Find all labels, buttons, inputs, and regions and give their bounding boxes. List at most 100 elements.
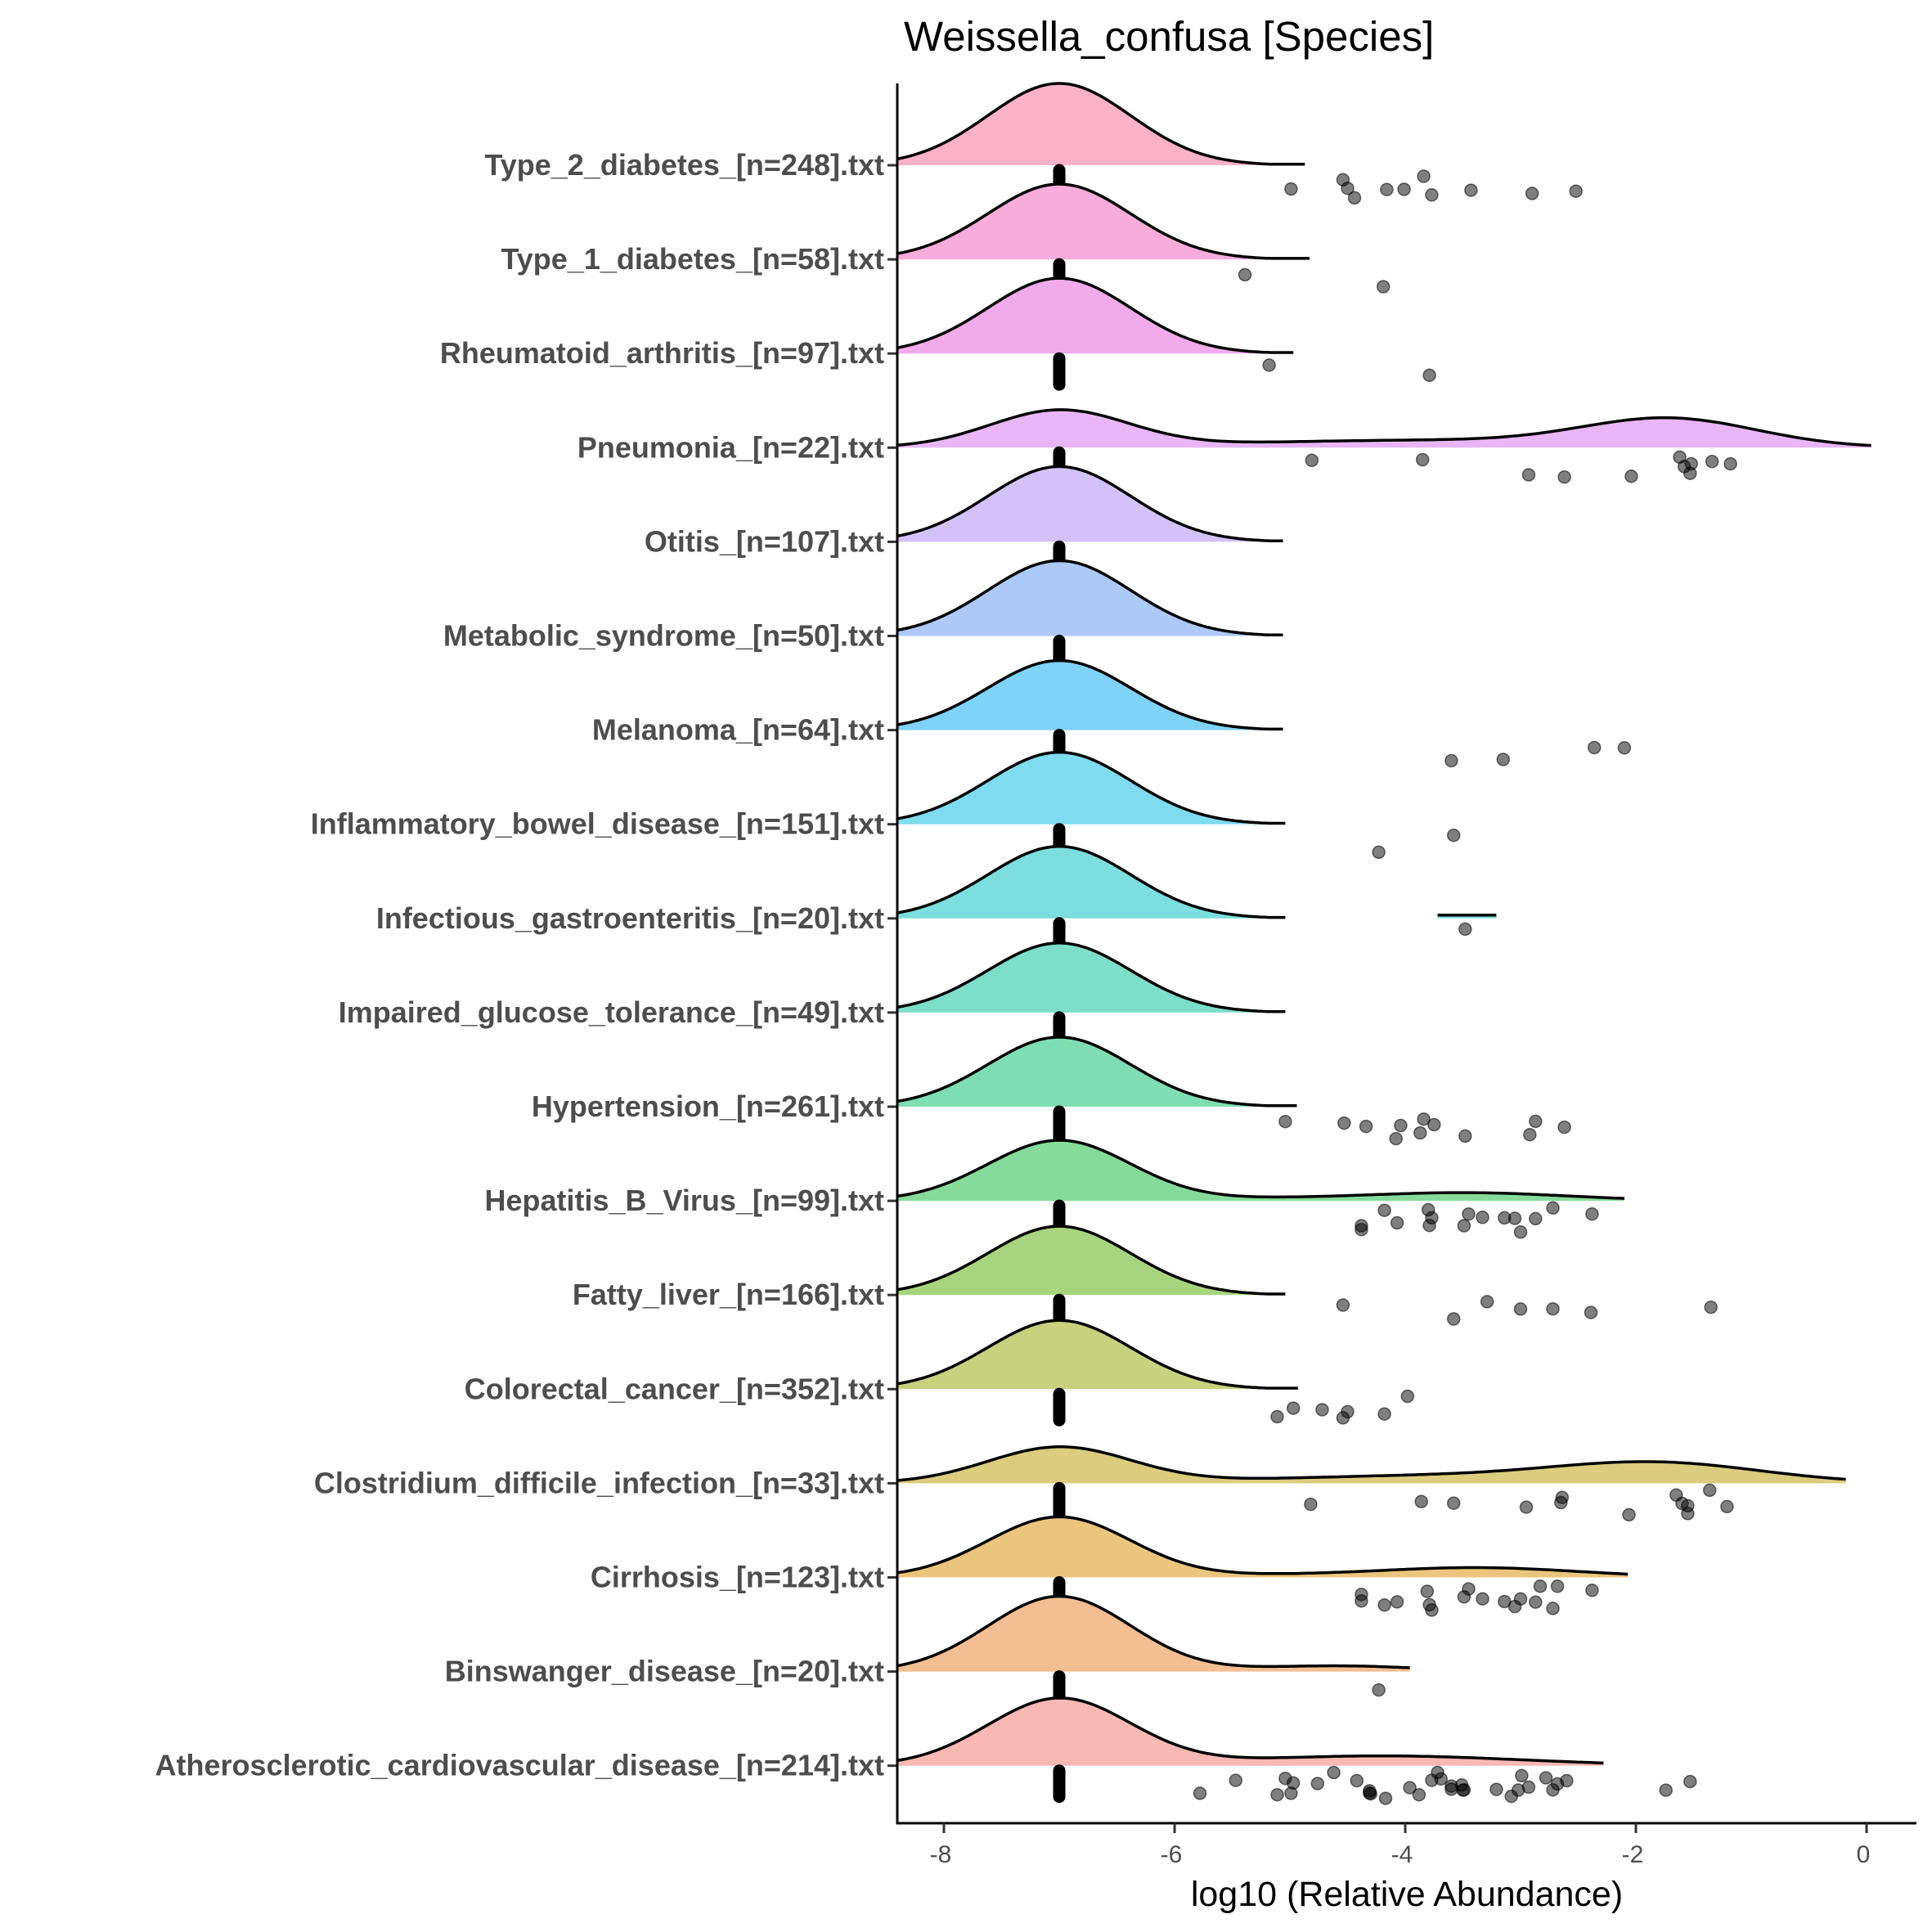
data-point	[1446, 1312, 1461, 1326]
density-line	[896, 658, 1283, 731]
density-line	[896, 1696, 1604, 1765]
x-tick-label: -6	[1161, 1841, 1183, 1868]
data-point	[1554, 1495, 1568, 1510]
density-fill	[897, 1037, 1297, 1107]
y-tick-label: Colorectal_cancer_[n=352].txt	[465, 1372, 884, 1405]
density-fill	[897, 1697, 1604, 1766]
data-point	[1704, 1300, 1718, 1314]
data-point	[1427, 1117, 1441, 1132]
data-point	[1417, 1112, 1431, 1126]
data-point	[1550, 1579, 1565, 1593]
ridge-row	[896, 1515, 1629, 1617]
ridge-row	[896, 408, 1871, 485]
ridge-row	[896, 1445, 1846, 1522]
data-point	[1464, 183, 1478, 197]
density-line	[896, 750, 1286, 825]
y-tick-label: Clostridium_difficile_infection_[n=33].t…	[314, 1466, 884, 1499]
data-point	[1525, 186, 1539, 200]
density-line	[896, 408, 1871, 447]
density-line	[896, 1139, 1624, 1200]
data-point	[1557, 470, 1571, 484]
data-point	[1681, 1498, 1695, 1513]
data-point	[1445, 753, 1458, 768]
y-tick-label: Impaired_glucose_tolerance_[n=49].txt	[339, 995, 884, 1029]
y-tick-label: Type_2_diabetes_[n=248].txt	[484, 148, 884, 182]
density-fill	[897, 1516, 1629, 1578]
data-point	[1336, 1298, 1350, 1312]
ridge-row	[896, 941, 1286, 1050]
ridge-row	[896, 1594, 1410, 1710]
data-point	[1557, 1120, 1571, 1134]
data-point	[1390, 1215, 1404, 1230]
data-point	[1377, 1407, 1391, 1421]
data-point	[1347, 191, 1362, 205]
data-point	[1284, 182, 1298, 196]
density-fill	[897, 466, 1283, 542]
density-fill	[897, 1140, 1624, 1202]
data-point	[1489, 1782, 1503, 1796]
y-tick-label: Fatty_liver_[n=166].txt	[573, 1278, 884, 1311]
data-point	[1327, 1765, 1341, 1780]
density-line	[896, 559, 1283, 637]
density-line	[896, 1594, 1410, 1669]
data-point	[1238, 267, 1252, 282]
data-point	[1341, 181, 1355, 195]
density-line	[896, 941, 1286, 1013]
density-line	[896, 465, 1283, 542]
y-tick-label: Otitis_[n=107].txt	[645, 524, 884, 558]
data-point	[1425, 1211, 1439, 1225]
data-point	[1519, 1500, 1534, 1514]
data-point	[1546, 1201, 1560, 1215]
data-point	[1521, 468, 1536, 482]
ridge-row	[896, 276, 1436, 391]
data-point	[1720, 1499, 1734, 1514]
data-point	[1446, 1496, 1461, 1510]
density-fill	[897, 1596, 1410, 1672]
density-fill-segment	[1437, 914, 1497, 919]
data-point	[1587, 740, 1602, 755]
data-point	[1515, 1768, 1529, 1783]
data-point	[1229, 1773, 1242, 1787]
y-axis: Type_2_diabetes_[n=248].txt Type_1_diabet…	[155, 83, 899, 1825]
x-axis-label: log10 (Relative Abundance)	[1191, 1875, 1623, 1914]
data-point	[1705, 454, 1719, 469]
y-tick-label: Cirrhosis_[n=123].txt	[591, 1561, 884, 1594]
data-point	[1355, 1588, 1368, 1602]
density-line	[896, 82, 1305, 166]
data-point	[1270, 1409, 1284, 1424]
data-point	[1569, 184, 1583, 198]
density-fill	[897, 278, 1294, 354]
data-point	[1417, 169, 1431, 183]
data-point	[1521, 1780, 1536, 1795]
chart-title: Weissella_confusa [Species]	[904, 13, 1434, 60]
y-tick-label: Type_1_diabetes_[n=58].txt	[501, 242, 884, 276]
data-point	[1310, 1777, 1325, 1790]
data-point	[1458, 922, 1472, 937]
data-point	[1723, 456, 1737, 471]
density-fill	[897, 184, 1310, 260]
ridge-row	[896, 1319, 1415, 1427]
data-point	[1457, 1219, 1471, 1233]
data-point	[1513, 1302, 1528, 1316]
density-line	[896, 1319, 1298, 1390]
data-point	[1622, 1507, 1636, 1522]
data-point	[1624, 470, 1638, 483]
density-line	[896, 1036, 1297, 1108]
data-point	[1262, 358, 1276, 372]
data-point	[1684, 456, 1698, 471]
data-point	[1458, 1129, 1472, 1143]
data-point	[1533, 1579, 1548, 1593]
data-point	[1420, 1584, 1435, 1598]
density-line	[896, 1515, 1629, 1576]
data-point	[1434, 1772, 1448, 1786]
density-fill	[897, 83, 1305, 165]
x-tick-label: -4	[1391, 1841, 1413, 1868]
data-point	[1462, 1582, 1476, 1596]
density-fill	[897, 1446, 1846, 1484]
data-point	[1286, 1401, 1301, 1415]
data-point	[1372, 845, 1386, 860]
ridge-row	[896, 750, 1461, 862]
data-point	[1683, 1774, 1697, 1789]
data-point	[1529, 1595, 1543, 1609]
